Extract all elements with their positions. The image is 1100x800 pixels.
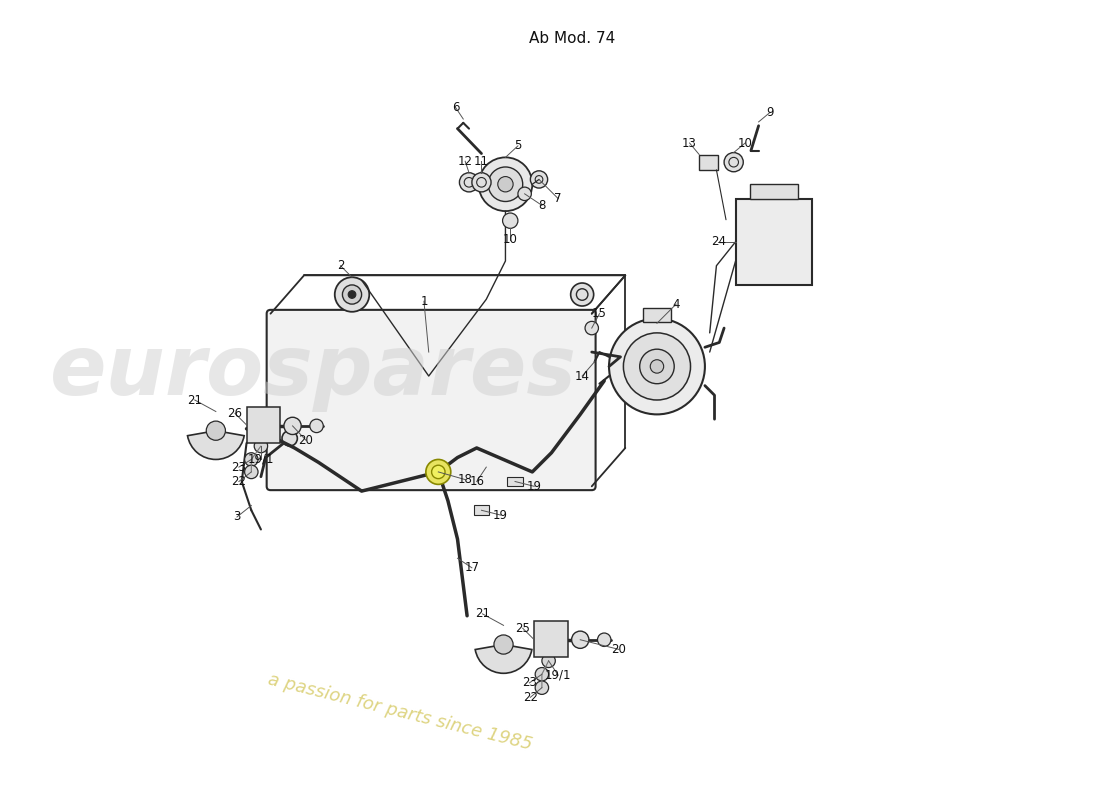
Text: 19: 19 bbox=[527, 480, 541, 493]
Bar bbox=[642, 308, 671, 322]
Text: 22: 22 bbox=[231, 475, 246, 488]
Text: a passion for parts since 1985: a passion for parts since 1985 bbox=[266, 670, 534, 754]
Text: 25: 25 bbox=[515, 622, 530, 634]
Circle shape bbox=[650, 360, 663, 373]
Text: 19/1: 19/1 bbox=[544, 669, 571, 682]
Circle shape bbox=[530, 171, 548, 188]
FancyBboxPatch shape bbox=[266, 310, 595, 490]
Circle shape bbox=[342, 285, 362, 304]
Circle shape bbox=[585, 322, 598, 334]
Text: 19: 19 bbox=[493, 509, 508, 522]
Circle shape bbox=[472, 173, 491, 192]
Circle shape bbox=[431, 466, 446, 478]
Text: 3: 3 bbox=[233, 510, 241, 523]
Circle shape bbox=[349, 290, 356, 298]
Text: 1: 1 bbox=[420, 294, 428, 308]
Circle shape bbox=[498, 177, 513, 192]
Circle shape bbox=[334, 278, 370, 312]
Text: 2: 2 bbox=[337, 259, 344, 272]
Bar bbox=[736, 198, 812, 285]
Circle shape bbox=[542, 654, 556, 667]
Bar bbox=[535, 621, 568, 657]
Text: 26: 26 bbox=[228, 407, 242, 420]
Bar bbox=[507, 477, 522, 486]
Text: 23: 23 bbox=[231, 461, 246, 474]
Circle shape bbox=[640, 349, 674, 384]
Circle shape bbox=[207, 421, 226, 440]
Bar bbox=[246, 406, 280, 443]
Text: 21: 21 bbox=[187, 394, 202, 406]
Circle shape bbox=[597, 633, 611, 646]
Text: 21: 21 bbox=[475, 607, 490, 620]
Text: 12: 12 bbox=[458, 154, 473, 168]
Text: 24: 24 bbox=[711, 235, 726, 248]
Circle shape bbox=[536, 667, 549, 681]
Circle shape bbox=[244, 466, 258, 478]
Text: 14: 14 bbox=[574, 370, 590, 382]
Wedge shape bbox=[187, 430, 244, 459]
Text: 18: 18 bbox=[458, 473, 473, 486]
Circle shape bbox=[244, 453, 258, 466]
Circle shape bbox=[488, 167, 522, 202]
Text: 4: 4 bbox=[672, 298, 680, 310]
Circle shape bbox=[460, 173, 478, 192]
Text: 10: 10 bbox=[738, 137, 752, 150]
Text: 8: 8 bbox=[538, 199, 546, 212]
Text: 17: 17 bbox=[464, 562, 480, 574]
Text: 19/1: 19/1 bbox=[248, 453, 274, 466]
Circle shape bbox=[518, 187, 531, 201]
Text: 13: 13 bbox=[682, 137, 697, 150]
Circle shape bbox=[254, 439, 267, 453]
Circle shape bbox=[478, 158, 532, 211]
Bar bbox=[750, 184, 798, 198]
Text: 11: 11 bbox=[474, 154, 490, 168]
Circle shape bbox=[609, 318, 705, 414]
Text: 22: 22 bbox=[522, 690, 538, 704]
Circle shape bbox=[282, 430, 297, 446]
Text: 5: 5 bbox=[514, 139, 521, 152]
Circle shape bbox=[494, 635, 513, 654]
Circle shape bbox=[426, 459, 451, 484]
Circle shape bbox=[572, 631, 588, 648]
Text: eurospares: eurospares bbox=[51, 330, 578, 412]
Text: 6: 6 bbox=[452, 101, 460, 114]
Circle shape bbox=[724, 153, 744, 172]
Text: 16: 16 bbox=[470, 475, 484, 488]
Bar bbox=[700, 154, 718, 170]
Text: Ab Mod. 74: Ab Mod. 74 bbox=[529, 31, 616, 46]
Circle shape bbox=[536, 681, 549, 694]
Text: 7: 7 bbox=[554, 192, 562, 205]
Bar bbox=[474, 506, 490, 515]
Text: 9: 9 bbox=[767, 106, 774, 119]
Text: 23: 23 bbox=[522, 676, 537, 690]
Circle shape bbox=[571, 283, 594, 306]
Circle shape bbox=[624, 333, 691, 400]
Circle shape bbox=[284, 418, 301, 434]
Wedge shape bbox=[475, 645, 532, 674]
Text: 10: 10 bbox=[503, 234, 518, 246]
Text: 15: 15 bbox=[592, 307, 607, 320]
Circle shape bbox=[310, 419, 323, 433]
Text: 20: 20 bbox=[298, 434, 314, 446]
Circle shape bbox=[503, 213, 518, 228]
Text: 20: 20 bbox=[612, 643, 626, 656]
